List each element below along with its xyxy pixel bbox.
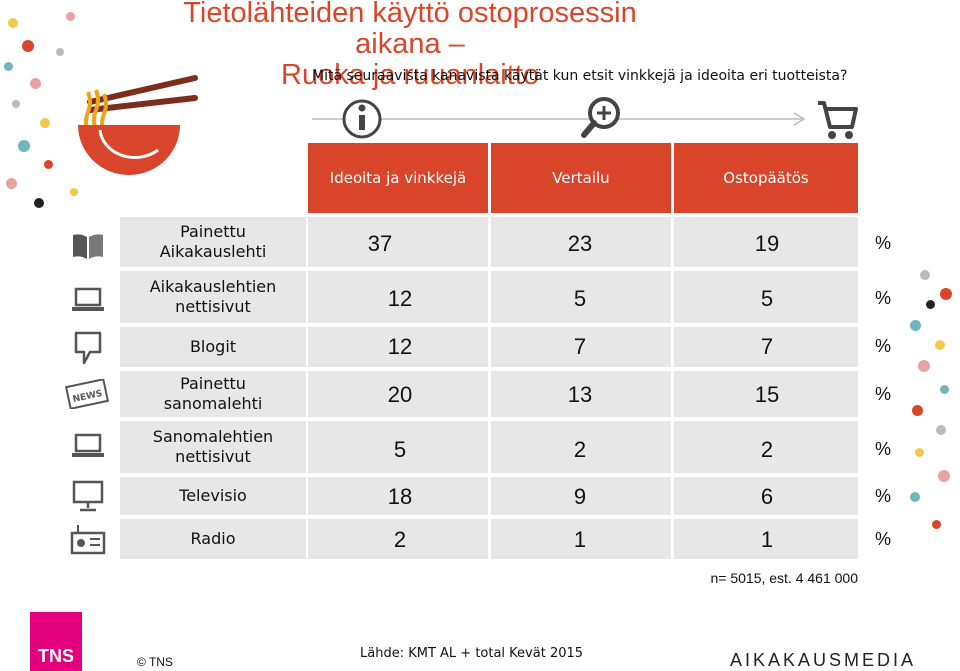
noodle-bowl-icon	[78, 75, 198, 175]
column-header-comparison: Vertailu	[491, 143, 671, 213]
cell-value: 18	[387, 484, 413, 509]
laptop-icon	[72, 433, 104, 457]
percent-unit: %	[875, 529, 892, 549]
info-icon	[342, 99, 382, 139]
cell-value: 2	[573, 437, 587, 462]
percent-unit: %	[875, 486, 892, 506]
cell-value: 13	[567, 382, 593, 407]
column-header-ideas: Ideoita ja vinkkejä	[308, 143, 488, 213]
cell-value: 12	[387, 334, 413, 359]
row-label: Aikakauslehtien nettisivut	[149, 277, 277, 316]
title-line-2: Ruoka ja ruuanlaitto	[281, 59, 539, 91]
shopping-cart-icon	[818, 101, 858, 139]
cell-value: 5	[393, 437, 407, 462]
percent-unit: %	[875, 288, 892, 308]
radio-icon	[70, 525, 106, 555]
title-line-1: Tietolähteiden käyttö ostoprosessin aika…	[183, 0, 637, 60]
cell-value: 5	[573, 286, 587, 311]
magnifier-plus-icon	[581, 97, 620, 138]
cell-value: 9	[573, 484, 587, 509]
percent-unit: %	[875, 336, 892, 356]
cell-value: 1	[573, 527, 587, 552]
survey-question: Mitä seuraavista kanavista käytät kun et…	[312, 68, 848, 84]
sample-size-note: n= 5015, est. 4 461 000	[710, 570, 858, 586]
speech-bubble-icon	[74, 331, 102, 365]
cell-value: 19	[754, 231, 780, 256]
newspaper-icon: NEWS	[64, 379, 110, 409]
row-label: Painettu Aikakauslehti	[159, 222, 267, 261]
source-note: Lähde: KMT AL + total Kevät 2015	[360, 646, 584, 661]
cell-value: 37	[367, 231, 393, 256]
page-title: Tietolähteiden käyttö ostoprosessin aika…	[150, 0, 670, 91]
row-label: Sanomalehtien nettisivut	[152, 427, 274, 466]
row-label: Radio	[190, 529, 236, 548]
cell-value: 2	[393, 527, 407, 552]
channel-usage-table: Ideoita ja vinkkejä Vertailu Ostopäätös …	[64, 143, 920, 563]
cell-value: 7	[573, 334, 587, 359]
copyright: © TNS	[137, 655, 173, 669]
process-arrow	[312, 97, 858, 139]
open-book-icon	[73, 234, 103, 259]
row-label: Televisio	[179, 486, 247, 505]
cell-value: 20	[387, 382, 413, 407]
cell-value: 7	[760, 334, 774, 359]
percent-unit: %	[875, 439, 892, 459]
cell-value: 15	[754, 382, 780, 407]
cell-value: 6	[760, 484, 774, 509]
laptop-icon	[72, 287, 104, 311]
cell-value: 2	[760, 437, 774, 462]
cell-value: 1	[760, 527, 774, 552]
row-label: Blogit	[189, 337, 237, 356]
percent-unit: %	[875, 233, 892, 253]
tv-icon	[72, 480, 104, 512]
cell-value: 23	[567, 231, 593, 256]
percent-unit: %	[875, 384, 892, 404]
aikakausmedia-logo: AIKAKAUSMEDIA	[730, 650, 917, 670]
row-label: Painettu sanomalehti	[163, 374, 263, 413]
cell-value: 5	[760, 286, 774, 311]
column-header-purchase-decision: Ostopäätös	[674, 143, 858, 213]
tns-logo: TNS	[30, 612, 82, 671]
cell-value: 12	[387, 286, 413, 311]
